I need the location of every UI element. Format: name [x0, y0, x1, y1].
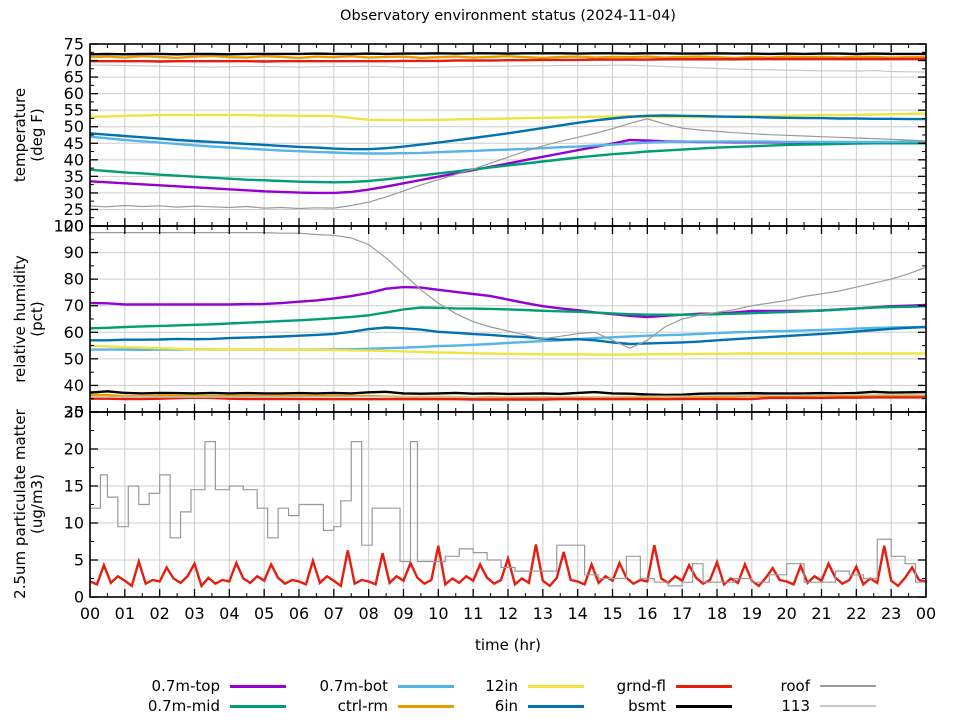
x-tick-label: 14: [567, 604, 587, 623]
y-tick-label: 40: [64, 150, 84, 169]
y-tick-label: 5: [74, 551, 84, 570]
series-113-temperature: [90, 64, 926, 73]
x-tick-label: 17: [672, 604, 692, 623]
x-tick-label: 04: [219, 604, 239, 623]
x-tick-label: 23: [881, 604, 901, 623]
y-tick-label: 10: [64, 514, 84, 533]
x-tick-label: 00: [80, 604, 100, 623]
series-6in-temperature: [90, 114, 926, 151]
series-12in-relative_humidity: [90, 344, 926, 356]
x-tick-label: 03: [184, 604, 204, 623]
y-tick-label: 70: [64, 296, 84, 315]
x-tick-label: 11: [463, 604, 483, 623]
y-tick-label: 100: [53, 217, 84, 236]
y-tick-label: 0: [74, 588, 84, 607]
series-0.7m-mid-temperature: [90, 142, 926, 184]
x-tick-label: 20: [776, 604, 796, 623]
legend-swatch-0.7m-mid: [230, 704, 286, 708]
series-0.7m-bot-temperature: [90, 135, 926, 155]
y-tick-label: 35: [64, 167, 84, 186]
legend-swatch-0.7m-top: [230, 684, 286, 688]
series-0.7m-mid-relative_humidity: [90, 305, 926, 330]
y-tick-label: 25: [64, 200, 84, 219]
series-ctrl-rm-relative_humidity: [90, 393, 926, 399]
legend-label-0.7m-top: 0.7m-top: [151, 677, 220, 695]
legend-label-113: 113: [781, 697, 810, 715]
series-113-relative_humidity: [90, 393, 926, 398]
x-tick-label: 22: [846, 604, 866, 623]
x-tick-label: 15: [602, 604, 622, 623]
legend-label-0.7m-bot: 0.7m-bot: [319, 677, 388, 695]
legend-swatch-bsmt: [676, 704, 732, 708]
y-tick-label: 40: [64, 376, 84, 395]
x-axis-label: time (hr): [474, 636, 542, 654]
x-tick-label: 13: [533, 604, 553, 623]
y-tick-label: 60: [64, 323, 84, 342]
x-tick-label: 05: [254, 604, 274, 623]
y-tick-label: 65: [64, 68, 84, 87]
legend-swatch-6in: [528, 704, 584, 708]
legend-swatch-grnd-fl: [676, 684, 732, 688]
series-bsmt-temperature: [90, 52, 926, 56]
y-tick-label: 45: [64, 134, 84, 153]
y-tick-label: 25: [64, 403, 84, 422]
x-tick-label: 07: [324, 604, 344, 623]
legend-swatch-12in: [528, 684, 584, 688]
series-12in-temperature: [90, 112, 926, 122]
x-tick-label: 12: [498, 604, 518, 623]
y-tick-label: 60: [64, 84, 84, 103]
series-grnd-fl-pm25: [90, 544, 926, 589]
x-tick-label: 00: [916, 604, 936, 623]
legend-swatch-113: [820, 705, 876, 707]
x-tick-label: 06: [289, 604, 309, 623]
chart-title: Observatory environment status (2024-11-…: [340, 8, 676, 24]
x-tick-label: 02: [149, 604, 169, 623]
y-tick-label: 20: [64, 217, 84, 236]
series-bsmt-relative_humidity: [90, 390, 926, 397]
series-ctrl-rm-temperature: [90, 54, 926, 60]
y-tick-label: 20: [64, 440, 84, 459]
x-tick-label: 01: [115, 604, 135, 623]
series-roof-temperature: [90, 118, 926, 210]
series-grnd-fl-temperature: [90, 57, 926, 63]
legend-swatch-roof: [820, 685, 876, 687]
x-tick-label: 08: [358, 604, 378, 623]
legend-swatch-0.7m-bot: [398, 684, 454, 688]
y-tick-label: 30: [64, 403, 84, 422]
panel-relative_humidity: 30 40 50 60 70 80 90 100: [53, 217, 927, 422]
y-tick-label: 90: [64, 243, 84, 262]
y-tick-label: 55: [64, 101, 84, 120]
y-tick-label: 50: [64, 117, 84, 136]
x-tick-label: 21: [811, 604, 831, 623]
legend-label-12in: 12in: [485, 677, 518, 695]
legend-swatch-ctrl-rm: [398, 704, 454, 708]
y-tick-label: 80: [64, 270, 84, 289]
legend-label-6in: 6in: [494, 697, 518, 715]
y-tick-label: 15: [64, 477, 84, 496]
series-6in-relative_humidity: [90, 325, 926, 346]
x-tick-label: 09: [393, 604, 413, 623]
y-tick-label: 30: [64, 183, 84, 202]
legend-label-ctrl-rm: ctrl-rm: [337, 697, 388, 715]
x-tick-label: 16: [637, 604, 657, 623]
series-grnd-fl-relative_humidity: [90, 396, 926, 401]
x-tick-label: 10: [428, 604, 448, 623]
x-tick-label: 18: [707, 604, 727, 623]
series-roof-pm25: [90, 441, 926, 587]
legend-label-0.7m-mid: 0.7m-mid: [147, 697, 220, 715]
y-tick-label: 70: [64, 51, 84, 70]
y-tick-label: 75: [64, 35, 84, 54]
legend-label-bsmt: bsmt: [628, 697, 666, 715]
legend-label-grnd-fl: grnd-fl: [616, 677, 666, 695]
x-tick-label: 19: [742, 604, 762, 623]
legend-label-roof: roof: [780, 677, 810, 695]
y-tick-label: 50: [64, 349, 84, 368]
